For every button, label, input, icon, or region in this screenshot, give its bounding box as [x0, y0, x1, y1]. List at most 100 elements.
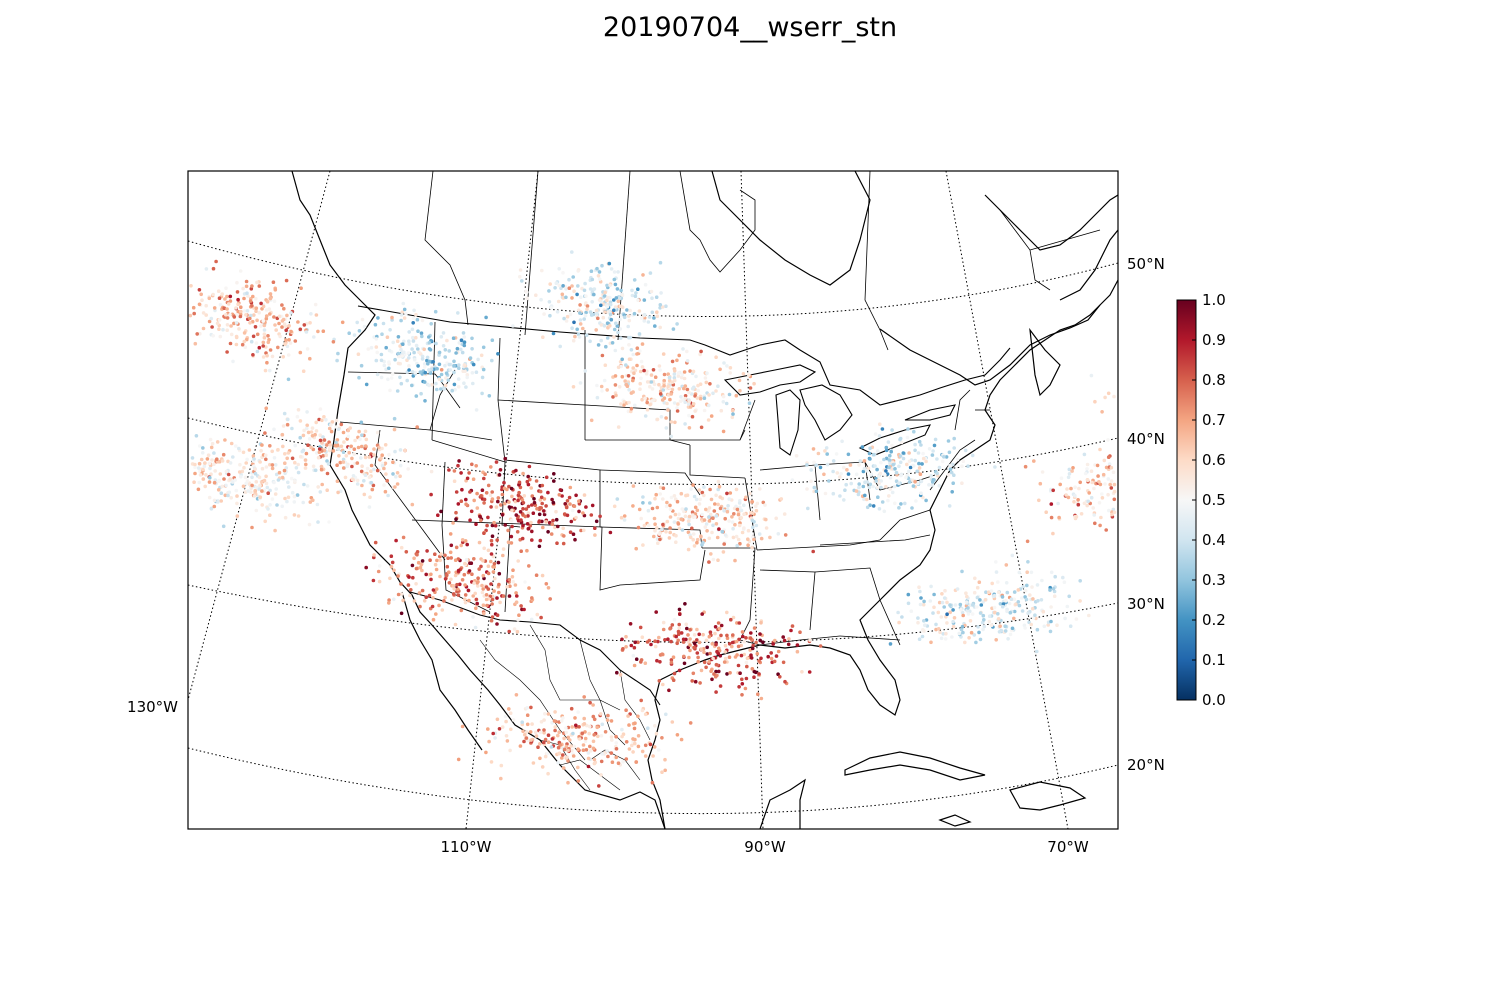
- station-point: [588, 744, 592, 749]
- station-point: [574, 723, 578, 728]
- station-point: [308, 321, 312, 325]
- station-point: [674, 533, 678, 538]
- station-point: [499, 763, 504, 768]
- station-point: [863, 480, 867, 485]
- station-point: [222, 477, 226, 481]
- station-point: [669, 420, 674, 424]
- station-point: [452, 469, 457, 473]
- station-point: [459, 347, 463, 352]
- station-point: [596, 316, 600, 321]
- station-point: [358, 437, 362, 442]
- station-point: [731, 633, 735, 637]
- station-point: [324, 443, 329, 447]
- station-point: [350, 477, 355, 482]
- station-point: [670, 380, 675, 385]
- station-point: [526, 474, 530, 479]
- station-point: [548, 282, 552, 286]
- station-point: [1110, 510, 1114, 514]
- station-point: [660, 398, 665, 402]
- station-point: [346, 428, 351, 433]
- station-point: [339, 489, 343, 494]
- station-point: [480, 583, 484, 588]
- station-point: [454, 351, 458, 355]
- station-point: [571, 532, 576, 536]
- station-point: [565, 513, 570, 518]
- station-point: [698, 352, 702, 357]
- station-point: [1061, 575, 1065, 580]
- station-point: [795, 643, 800, 647]
- station-point: [875, 449, 880, 453]
- station-point: [193, 471, 197, 476]
- station-point: [564, 744, 569, 749]
- station-point: [966, 606, 970, 610]
- station-point: [427, 341, 432, 345]
- station-point: [270, 466, 275, 471]
- station-point: [894, 470, 899, 475]
- station-point: [701, 632, 705, 637]
- station-point: [718, 684, 723, 688]
- station-point: [540, 268, 544, 273]
- station-point: [463, 539, 468, 543]
- station-point: [530, 494, 535, 498]
- station-point: [1033, 613, 1037, 617]
- station-point: [534, 734, 539, 738]
- station-point: [415, 550, 420, 554]
- station-point: [818, 465, 823, 470]
- station-point: [456, 757, 461, 762]
- station-point: [936, 627, 941, 631]
- station-point: [393, 357, 397, 362]
- station-point: [686, 547, 691, 552]
- station-point: [484, 593, 489, 597]
- station-point: [507, 629, 512, 634]
- station-point: [583, 736, 588, 741]
- station-point: [356, 445, 361, 450]
- station-point: [968, 619, 973, 623]
- station-point: [370, 487, 375, 492]
- station-point: [435, 366, 439, 371]
- station-point: [975, 605, 979, 609]
- station-point: [591, 703, 595, 707]
- station-point: [555, 541, 559, 545]
- station-point: [727, 497, 731, 501]
- station-point: [740, 530, 745, 535]
- station-point: [959, 607, 963, 612]
- station-point: [620, 357, 624, 362]
- station-point: [718, 654, 723, 658]
- station-point: [484, 315, 488, 320]
- station-point: [439, 552, 443, 556]
- station-point: [920, 634, 925, 639]
- station-point: [1056, 501, 1060, 506]
- station-point: [485, 523, 489, 528]
- station-point: [996, 612, 1000, 616]
- station-point: [676, 402, 680, 406]
- station-point: [1106, 438, 1110, 442]
- station-point: [754, 523, 759, 528]
- station-point: [1108, 482, 1112, 487]
- station-point: [720, 529, 725, 534]
- station-point: [710, 642, 715, 646]
- station-point: [959, 627, 964, 632]
- station-point: [590, 277, 595, 282]
- station-point: [727, 519, 731, 523]
- station-point: [892, 484, 897, 489]
- station-point: [236, 309, 240, 314]
- station-point: [744, 676, 749, 681]
- station-point: [584, 505, 588, 509]
- station-point: [614, 734, 618, 739]
- station-point: [905, 462, 909, 467]
- station-point: [343, 475, 348, 480]
- station-point: [254, 296, 258, 301]
- station-point: [325, 471, 330, 476]
- station-point: [987, 619, 992, 624]
- station-point: [254, 485, 259, 490]
- station-point: [675, 406, 679, 410]
- station-point: [492, 589, 496, 593]
- station-point: [707, 403, 711, 408]
- station-point: [672, 617, 677, 622]
- station-point: [492, 562, 497, 566]
- station-point: [650, 296, 654, 301]
- station-point: [731, 526, 735, 531]
- station-point: [189, 284, 193, 288]
- station-point: [207, 296, 212, 301]
